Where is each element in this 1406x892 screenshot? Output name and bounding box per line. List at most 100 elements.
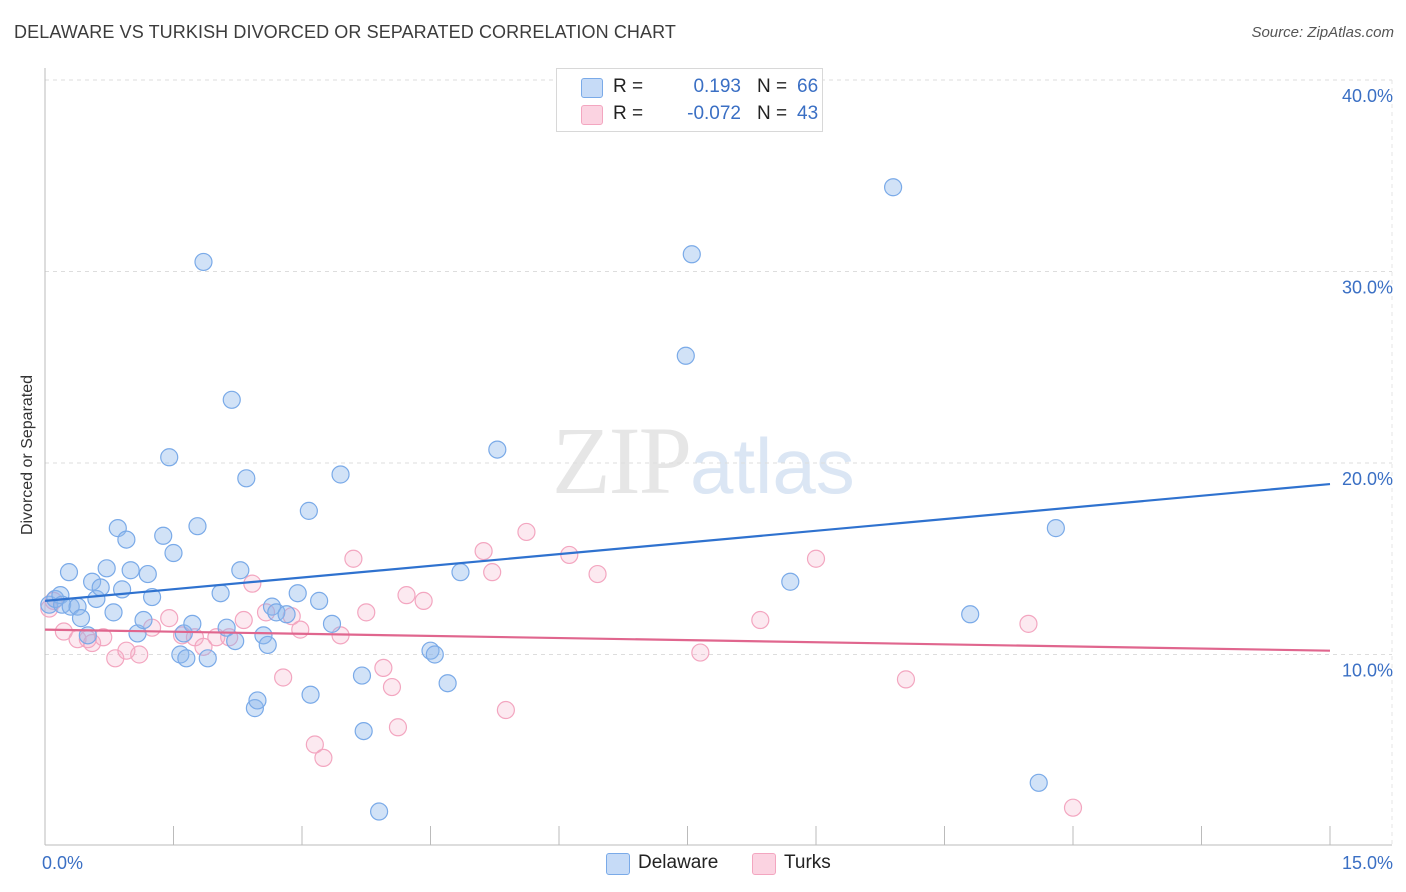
delaware-point	[128, 624, 147, 643]
delaware-point	[134, 610, 153, 630]
delaware-point	[222, 390, 241, 409]
turks-points	[40, 522, 1083, 817]
turks-point	[382, 677, 402, 697]
turks-point	[94, 628, 113, 647]
turks-point	[496, 700, 515, 720]
turks-point	[896, 670, 916, 689]
delaware-point	[160, 448, 179, 467]
n-label: N =	[757, 103, 788, 124]
delaware-point	[682, 245, 701, 264]
turks-point	[344, 549, 363, 568]
delaware-point	[87, 589, 106, 609]
turks-point	[305, 735, 324, 754]
delaware-point	[121, 561, 140, 580]
delaware-point	[961, 605, 980, 624]
delaware-point	[177, 649, 196, 668]
watermark-zip: ZIP	[552, 407, 692, 514]
turks-legend-label: Turks	[784, 852, 831, 873]
delaware-point	[277, 605, 296, 624]
turks-point	[194, 637, 213, 656]
r-label: R =	[613, 76, 644, 97]
turks-point	[54, 622, 73, 641]
tick-labels: 10.0% 20.0% 30.0% 40.0% 0.0% 15.0%	[42, 86, 1393, 873]
chart-title: DELAWARE VS TURKISH DIVORCED OR SEPARATE…	[14, 22, 677, 42]
delaware-point	[59, 563, 79, 582]
turks-legend-swatch	[752, 853, 776, 875]
turks-point	[560, 545, 579, 565]
r-value-turks: -0.072	[687, 103, 741, 124]
delaware-point	[117, 530, 136, 549]
delaware-point	[194, 252, 213, 272]
delaware-point	[370, 802, 389, 821]
delaware-point	[331, 465, 350, 484]
delaware-point	[676, 346, 695, 365]
delaware-point	[97, 559, 116, 578]
turks-point	[160, 609, 179, 628]
delaware-point	[188, 517, 207, 536]
delaware-point	[183, 614, 202, 633]
delaware-point	[138, 564, 157, 584]
delaware-point	[258, 635, 277, 655]
delaware-point	[781, 572, 800, 591]
grid-lines	[45, 79, 1393, 845]
delaware-point	[301, 685, 320, 704]
watermark-atlas: atlas	[690, 422, 855, 510]
delaware-point	[198, 649, 217, 668]
delaware-point	[254, 626, 273, 645]
turks-point	[1063, 798, 1083, 817]
turks-point	[414, 591, 433, 610]
turks-point	[588, 564, 607, 584]
delaware-trend-line	[44, 482, 1331, 602]
delaware-point	[1029, 773, 1048, 792]
delaware-point	[352, 666, 372, 685]
turks-point	[291, 620, 310, 639]
delaware-point	[1046, 519, 1065, 538]
turks-point	[517, 522, 536, 542]
delaware-point	[438, 674, 457, 693]
turks-point	[751, 610, 770, 630]
delaware-point	[451, 563, 470, 582]
turks-point	[274, 668, 293, 687]
turks-point	[130, 645, 149, 664]
delaware-point	[299, 501, 318, 520]
stats-legend: R = 0.193 N = 66 R = -0.072 N = 43	[556, 68, 823, 132]
delaware-points	[40, 178, 1065, 821]
delaware-point	[288, 584, 307, 603]
delaware-point	[104, 603, 123, 622]
y-tick-label: 30.0%	[1342, 278, 1393, 298]
delaware-legend-swatch	[606, 853, 630, 875]
delaware-point	[322, 614, 342, 633]
delaware-legend-label: Delaware	[638, 852, 719, 873]
delaware-point	[883, 178, 903, 197]
delaware-point	[71, 609, 91, 628]
delaware-point	[91, 578, 110, 597]
delaware-swatch	[581, 78, 603, 98]
turks-point	[1019, 614, 1038, 633]
x-tick-label-start: 0.0%	[42, 853, 83, 873]
r-label: R =	[613, 103, 644, 124]
delaware-point	[226, 631, 245, 651]
source-label: Source: ZipAtlas.com	[1251, 24, 1394, 41]
delaware-point	[425, 645, 444, 664]
turks-point	[806, 549, 826, 568]
delaware-point	[248, 691, 267, 710]
n-value-turks: 43	[797, 103, 819, 124]
turks-point	[357, 603, 376, 622]
turks-point	[388, 718, 408, 737]
delaware-point	[237, 469, 256, 488]
axes	[44, 68, 1392, 846]
x-tick-label-end: 15.0%	[1342, 853, 1393, 873]
delaware-point	[231, 561, 250, 580]
turks-trend-line	[44, 628, 1331, 652]
delaware-point	[164, 543, 183, 563]
delaware-point	[310, 591, 329, 610]
turks-point	[314, 748, 333, 768]
y-tick-label: 10.0%	[1342, 661, 1393, 681]
delaware-point	[142, 587, 162, 607]
delaware-point	[154, 526, 173, 545]
turks-point	[374, 658, 393, 678]
n-label: N =	[757, 76, 788, 97]
delaware-point	[354, 721, 373, 741]
r-value-delaware: 0.193	[693, 76, 741, 97]
